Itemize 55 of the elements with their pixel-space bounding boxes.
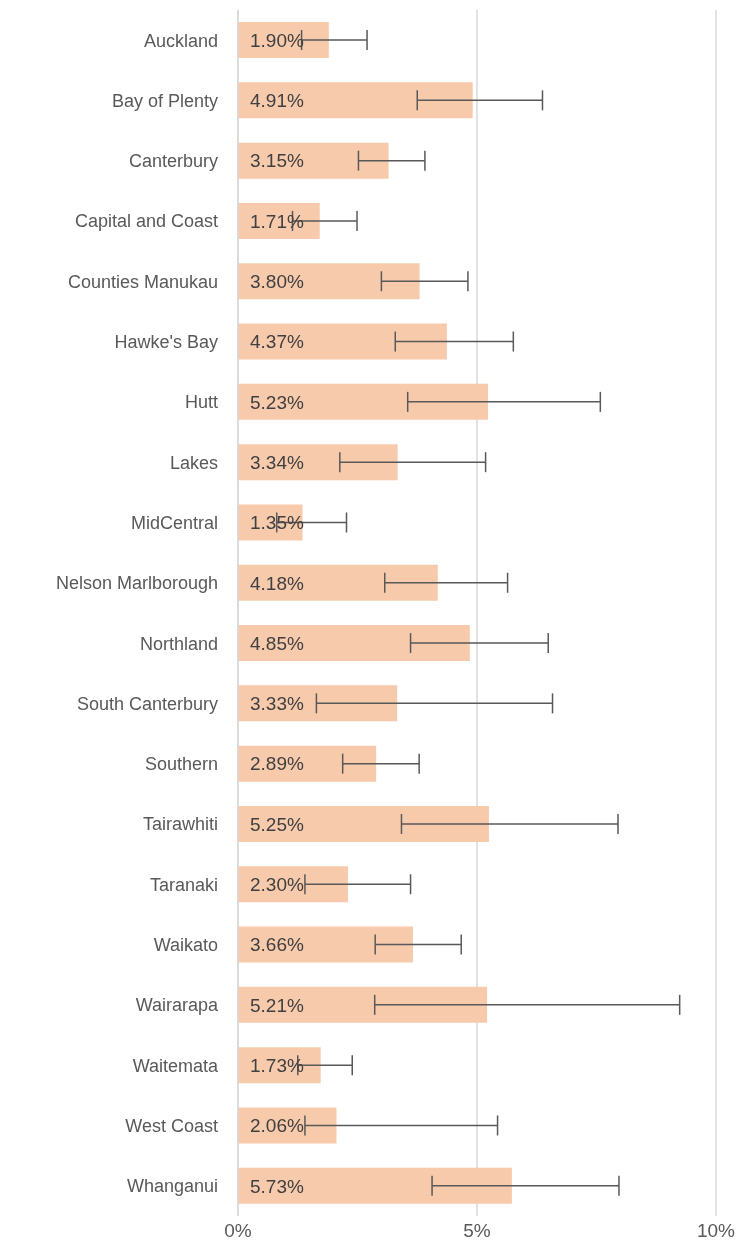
data-label: 4.91%	[250, 90, 304, 112]
bar	[238, 1107, 337, 1144]
y-tick-label: Waikato	[153, 935, 218, 956]
bar	[238, 745, 377, 782]
y-tick-label: Hutt	[184, 392, 218, 413]
y-tick-label: West Coast	[125, 1115, 218, 1136]
data-label: 5.73%	[250, 1175, 304, 1197]
data-label: 3.33%	[250, 693, 304, 715]
y-tick-label: Lakes	[169, 452, 218, 473]
y-tick-label: Taranaki	[149, 874, 218, 895]
y-tick-label: Hawke's Bay	[114, 332, 218, 353]
data-label: 2.89%	[250, 753, 304, 775]
data-label: 2.06%	[250, 1115, 304, 1137]
x-tick-label: 0%	[224, 1220, 252, 1242]
data-label: 3.15%	[250, 150, 304, 172]
bar	[238, 383, 488, 420]
y-tick-label: Canterbury	[128, 151, 218, 172]
bar	[238, 1167, 512, 1204]
y-tick-label: Northland	[139, 633, 218, 654]
bar	[238, 444, 398, 481]
bar	[238, 805, 489, 842]
y-tick-label: Nelson Marlborough	[55, 573, 218, 594]
bar	[238, 685, 398, 722]
x-tick-label: 5%	[463, 1220, 491, 1242]
data-label: 5.21%	[250, 994, 304, 1016]
bar	[238, 625, 470, 662]
bar	[238, 564, 438, 601]
x-tick-label: 10%	[696, 1220, 736, 1242]
y-tick-label: Tairawhiti	[142, 814, 218, 835]
y-tick-label: Auckland	[143, 30, 218, 51]
y-tick-label: Wairarapa	[135, 995, 219, 1016]
bar	[238, 323, 447, 360]
data-label: 4.18%	[250, 572, 304, 594]
y-tick-label: MidCentral	[130, 512, 218, 533]
data-label: 4.85%	[250, 632, 304, 654]
bar	[238, 142, 389, 179]
data-label: 3.80%	[250, 271, 304, 293]
y-tick-label: Southern	[144, 754, 218, 775]
data-label: 2.30%	[250, 874, 304, 896]
bar	[238, 82, 473, 119]
y-tick-label: Counties Manukau	[67, 271, 218, 292]
bar	[238, 263, 420, 300]
data-label: 3.66%	[250, 934, 304, 956]
y-tick-label: Capital and Coast	[74, 211, 218, 232]
y-tick-label: South Canterbury	[76, 693, 218, 714]
data-label: 5.23%	[250, 391, 304, 413]
data-label: 4.37%	[250, 331, 304, 353]
data-label: 3.34%	[250, 451, 304, 473]
bar	[238, 926, 413, 963]
data-label: 5.25%	[250, 813, 304, 835]
bar	[238, 866, 348, 903]
y-tick-label: Whanganui	[126, 1176, 218, 1197]
y-tick-label: Waitemata	[132, 1055, 219, 1076]
bar	[238, 986, 488, 1023]
y-tick-label: Bay of Plenty	[111, 90, 218, 111]
